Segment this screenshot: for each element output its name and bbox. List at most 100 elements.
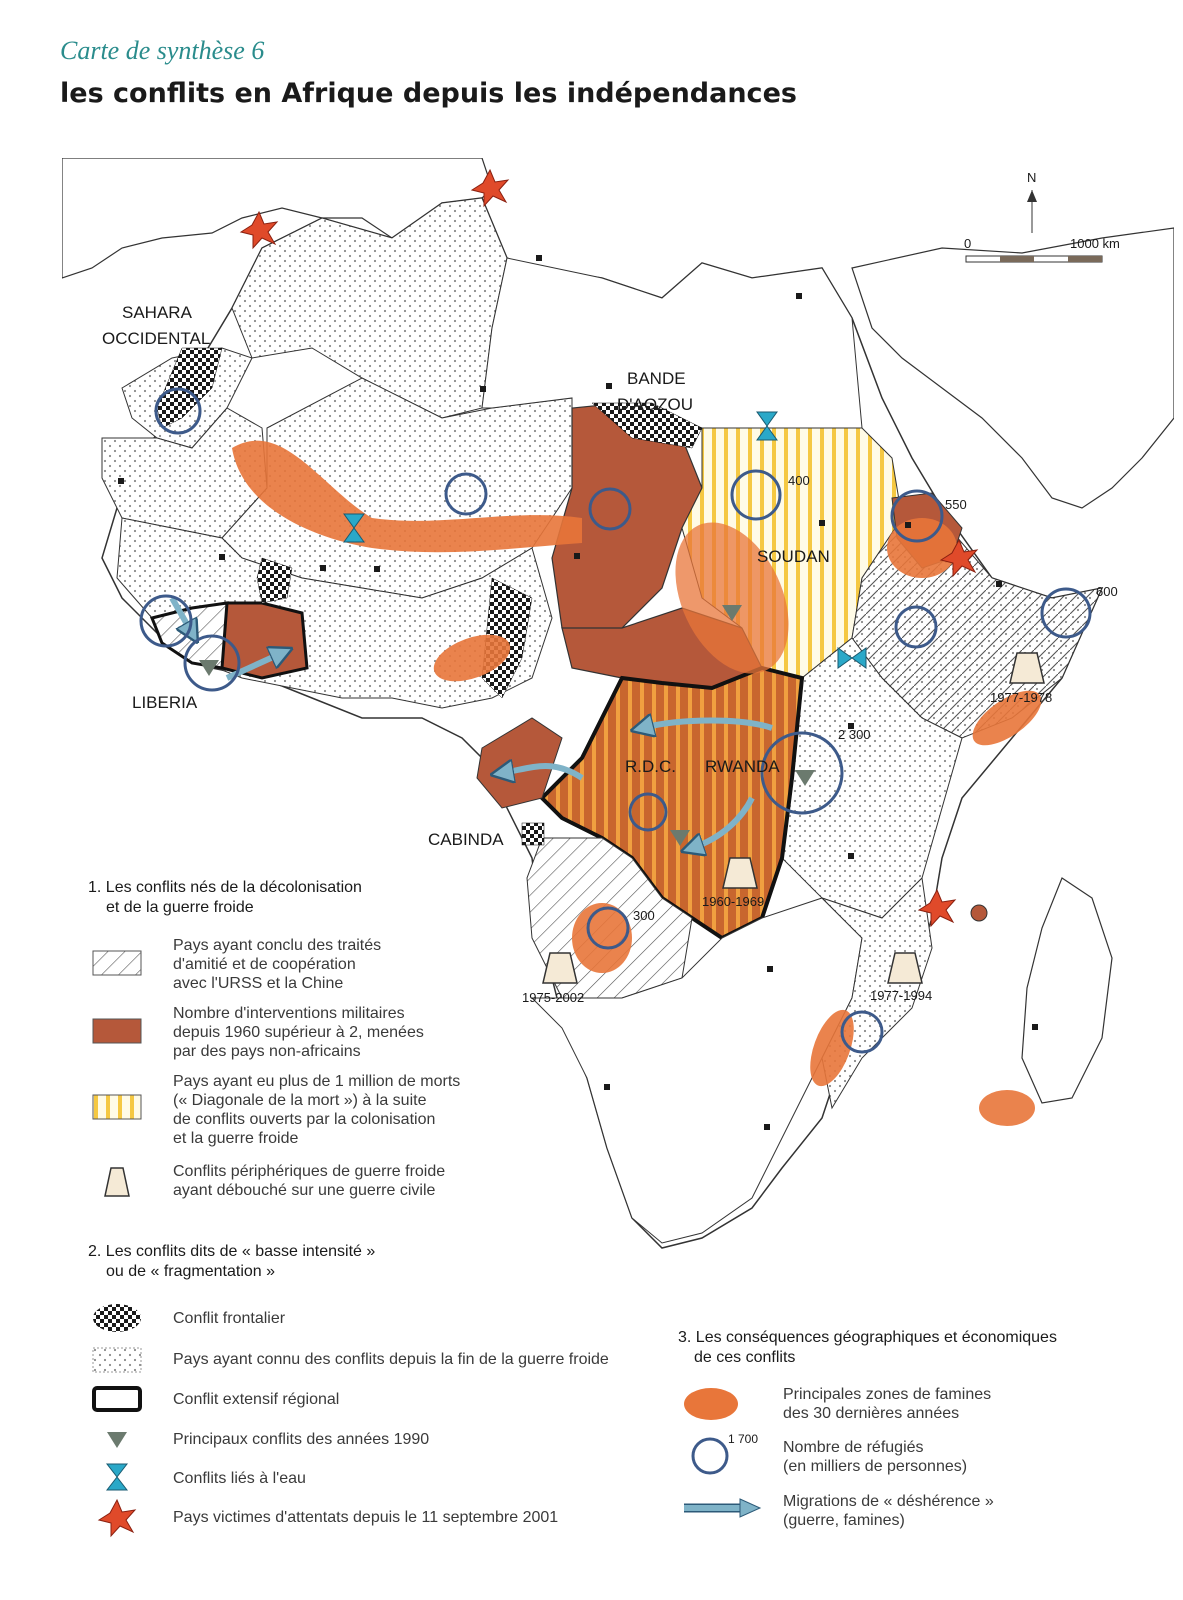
refugee-value-eritrea: 550 xyxy=(945,497,967,512)
label-occidental: OCCIDENTAL xyxy=(102,329,210,348)
refugee-circle xyxy=(183,634,241,692)
cote-divoire-brown xyxy=(215,601,309,680)
civil-war-marker xyxy=(1009,652,1045,684)
africa-map: SAHARA OCCIDENTAL BANDE D'AOZOU SOUDAN L… xyxy=(62,158,1174,1598)
attack-star-icon xyxy=(239,210,279,250)
capital-markers xyxy=(118,255,1038,1130)
label-soudan: SOUDAN xyxy=(757,547,830,566)
legend-swatch-refugee xyxy=(691,1437,729,1475)
label-cabinda: CABINDA xyxy=(428,830,504,849)
comoros-marker xyxy=(970,904,988,922)
middle-east-coast xyxy=(851,227,1174,509)
refugee-circle xyxy=(588,487,632,531)
attack-star-icon xyxy=(939,538,979,578)
legend-swatch-triangle xyxy=(107,1432,127,1448)
legend-section-2: 2. Les conflits dits de « basse intensit… xyxy=(88,1242,548,1282)
legend-swatch-brown xyxy=(92,1018,142,1044)
famine-madagascar xyxy=(979,1090,1035,1126)
legend-1-title-line2: et de la guerre froide xyxy=(106,899,254,916)
legend-swatch-checker xyxy=(93,1304,141,1332)
map-title: les conflits en Afrique depuis les indép… xyxy=(60,78,797,109)
refugee-circle xyxy=(139,594,193,648)
legend-2-item-1: Conflit frontalier xyxy=(173,1310,286,1327)
water-conflict-icon xyxy=(837,647,867,669)
legend-1-item-2: Nombre d'interventions militaires depuis… xyxy=(173,1005,424,1060)
north-arrow: N xyxy=(1027,170,1037,233)
famine-sahel xyxy=(232,440,582,553)
civil-war-marker xyxy=(887,952,923,984)
legend-1-item-1: Pays ayant conclu des traités d'amitié e… xyxy=(173,937,382,992)
border-conflict-cabinda xyxy=(521,822,545,846)
refugee-value-angola: 300 xyxy=(633,908,655,923)
legend-section-1: 1. Les conflits nés de la décolonisation… xyxy=(88,878,548,918)
refugee-circle xyxy=(1040,587,1092,639)
legend-3-title-line1: 3. Les conséquences géographiques et éco… xyxy=(678,1329,1057,1346)
attack-star-icon xyxy=(917,888,957,928)
legend-2-item-4: Principaux conflits des années 1990 xyxy=(173,1431,430,1448)
migration-arrow-rdc-south xyxy=(692,796,755,848)
legend-2-title-line1: 2. Les conflits dits de « basse intensit… xyxy=(88,1243,376,1260)
legend-2-item-2: Pays ayant connu des conflits depuis la … xyxy=(173,1351,609,1368)
water-conflict-icon xyxy=(756,411,778,441)
migration-arrow-rdc-west xyxy=(502,766,584,778)
conflict-1990s-marker xyxy=(670,830,690,846)
refugee-circle xyxy=(586,906,630,950)
famine-somalia xyxy=(972,690,1042,746)
conflict-1990s-marker xyxy=(795,770,815,786)
legend-1-item-3: Pays ayant eu plus de 1 million de morts… xyxy=(173,1073,461,1147)
refugee-value-great-lakes: 2 300 xyxy=(838,727,871,742)
label-rwanda: RWANDA xyxy=(705,757,780,776)
legend-2-item-5: Conflits liés à l'eau xyxy=(173,1470,306,1487)
refugee-circle xyxy=(444,472,488,516)
civil-war-marker xyxy=(542,952,578,984)
legend-swatch-stripes xyxy=(92,1094,142,1120)
label-bande: BANDE xyxy=(627,369,686,388)
water-conflict-icon xyxy=(343,513,365,543)
svg-text:N: N xyxy=(1027,170,1036,185)
madagascar xyxy=(1021,877,1113,1104)
legend-3-item-2: Nombre de réfugiés (en milliers de perso… xyxy=(783,1439,968,1475)
legend-swatch-civil-war xyxy=(104,1167,130,1197)
legend-3-item-1: Principales zones de famines des 30 dern… xyxy=(783,1386,992,1422)
migration-arrow-rdc-north xyxy=(642,721,773,729)
conflict-1990s-marker xyxy=(199,660,219,676)
legend-swatch-hatch xyxy=(92,950,142,976)
border-conflict-aozou xyxy=(591,402,703,449)
civil-war-date-angola: 1975-2002 xyxy=(522,990,584,1005)
border-conflict-mali xyxy=(256,557,293,604)
legend-swatch-water xyxy=(105,1463,129,1491)
label-rdc: R.D.C. xyxy=(625,757,676,776)
legend-1-title-line1: 1. Les conflits nés de la décolonisation xyxy=(88,879,362,896)
migration-arrow-liberia xyxy=(169,596,192,633)
famine-eritrea xyxy=(887,518,957,578)
legend-2-title-line2: ou de « fragmentation » xyxy=(106,1263,276,1280)
legend-swatch-famine xyxy=(684,1388,738,1420)
refugee-circle xyxy=(628,792,668,832)
refugee-circle xyxy=(154,387,202,435)
legend-swatch-star xyxy=(97,1498,137,1538)
civil-war-marker xyxy=(722,857,758,889)
label-sahara: SAHARA xyxy=(122,303,193,322)
legend-1-item-4: Conflits périphériques de guerre froide … xyxy=(173,1163,446,1199)
map-supertitle: Carte de synthèse 6 xyxy=(60,36,265,65)
scale-bar: 0 1000 km xyxy=(964,236,1120,263)
legend-refugee-sample-value: 1 700 xyxy=(728,1432,759,1446)
civil-war-date-congo: 1960-1969 xyxy=(702,894,764,909)
legend-3-item-3: Migrations de « déshérence » (guerre, fa… xyxy=(783,1493,994,1529)
label-liberia: LIBERIA xyxy=(132,693,198,712)
label-aozou: D'AOZOU xyxy=(617,395,693,414)
legend-section-3: 3. Les conséquences géographiques et éco… xyxy=(678,1328,1138,1368)
refugee-circle xyxy=(760,731,844,815)
refugee-circle xyxy=(890,489,944,543)
gabon-brown xyxy=(476,717,563,809)
refugee-circle xyxy=(894,605,938,649)
legend-2-item-6: Pays victimes d'attentats depuis le 11 s… xyxy=(173,1509,559,1526)
civil-war-date-ethiopia: 1977-1978 xyxy=(990,690,1052,705)
libya-egypt xyxy=(481,257,863,429)
famine-nigeria xyxy=(433,634,511,682)
svg-text:0: 0 xyxy=(964,236,971,251)
attack-star-icon xyxy=(470,168,510,208)
legend-swatch-dots xyxy=(92,1347,142,1373)
legend-swatch-migration xyxy=(684,1498,762,1518)
legend-2-item-3: Conflit extensif régional xyxy=(173,1391,340,1408)
